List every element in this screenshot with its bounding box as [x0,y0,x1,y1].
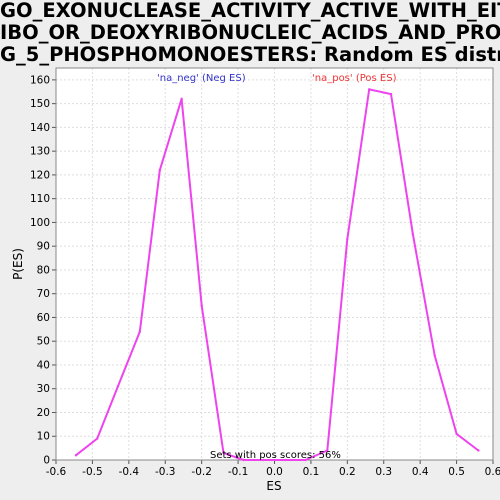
x-axis-label: ES [266,479,281,493]
data-point [95,437,99,440]
data-point [284,458,287,462]
x-tick-label: -0.2 [191,466,212,478]
data-point [433,354,436,357]
y-tick-label: 30 [37,383,50,395]
data-point [455,432,458,436]
series-group [74,88,480,462]
data-point [180,97,183,101]
annotation-neg: 'na_neg' (Neg ES) [157,73,246,84]
y-tick-label: 90 [37,241,50,253]
chart-title-line-2: IBO_OR_DEOXYRIBONUCLEIC_ACIDS_AND_PRODUC… [0,21,500,44]
data-point [367,88,371,91]
x-tick-label: -0.5 [82,466,103,478]
x-tick-label: 0.5 [448,466,465,478]
y-tick-label: 130 [30,146,50,158]
y-tick-label: 160 [30,74,50,86]
chart-title: GO_EXONUCLEASE_ACTIVITY_ACTIVE_WITH_EITH… [0,0,500,66]
y-tick-label: 110 [30,193,50,205]
y-tick-label: 140 [30,122,50,134]
y-tick-label: 50 [37,336,50,348]
x-tick-label: 0.1 [303,466,320,478]
y-tick-label: 70 [37,288,50,300]
y-tick-label: 0 [43,455,50,467]
y-tick-label: 10 [37,431,50,443]
x-tick-label: -0.6 [46,466,67,478]
data-point [242,458,245,462]
x-tick-label: -0.4 [119,466,140,478]
data-point [389,92,393,96]
y-tick-label: 120 [30,169,50,181]
data-point [326,449,329,452]
y-tick-label: 80 [37,264,50,276]
y-tick-label: 100 [30,217,50,229]
chart-title-line-3: G_5_PHOSPHOMONOESTERS: Random ES distrib… [0,43,500,66]
data-point [138,330,141,333]
data-point [74,454,78,457]
data-point [158,168,161,172]
x-tick-label: 0.6 [485,466,500,478]
y-axis-ticks: 0 10 20 30 40 50 60 70 80 90 100 110 120 130 140 150 160 [30,74,56,467]
y-axis-label: P(ES) [11,248,25,280]
data-point [477,449,480,452]
data-point [304,458,307,462]
x-tick-label: -0.1 [228,466,249,478]
y-tick-label: 60 [37,312,50,324]
x-tick-label: -0.3 [155,466,176,478]
annotation-sets-pos-scores: Sets with pos scores: 56% [210,450,341,461]
data-point [346,237,349,241]
data-point [200,304,203,307]
data-point [411,233,415,236]
y-tick-label: 150 [30,98,50,110]
data-point [116,385,120,388]
x-tick-label: 0.2 [339,466,356,478]
x-tick-label: 0.3 [375,466,392,478]
es-distribution-line [75,88,480,461]
y-tick-label: 40 [37,359,50,371]
data-point [262,458,265,462]
y-tick-label: 20 [37,407,50,419]
x-tick-label: 0.0 [266,466,283,478]
chart-title-line-1: GO_EXONUCLEASE_ACTIVITY_ACTIVE_WITH_EITH… [0,0,500,22]
x-tick-label: 0.4 [412,466,429,478]
data-point [222,451,225,455]
annotation-pos: 'na_pos' (Pos ES) [312,73,397,84]
x-axis-ticks: -0.6 -0.5 -0.4 -0.3 -0.2 -0.1 0.0 0.1 0.2 0.3 0.4 0… [46,460,500,478]
